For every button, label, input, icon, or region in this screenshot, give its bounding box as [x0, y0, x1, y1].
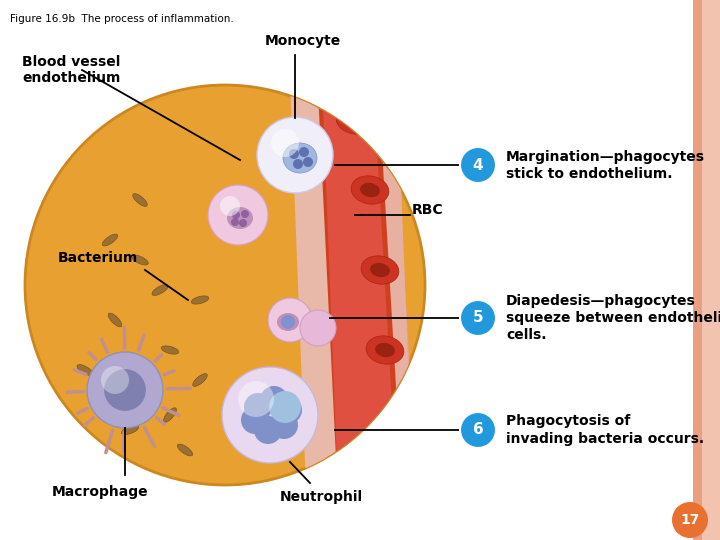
Ellipse shape [375, 343, 395, 357]
Ellipse shape [132, 255, 148, 265]
Ellipse shape [108, 313, 122, 327]
Ellipse shape [102, 234, 117, 246]
Polygon shape [320, 30, 400, 540]
Ellipse shape [351, 176, 389, 204]
Text: 5: 5 [473, 310, 483, 326]
Circle shape [208, 185, 268, 245]
Ellipse shape [193, 374, 207, 387]
Circle shape [254, 416, 282, 444]
Circle shape [257, 117, 333, 193]
Ellipse shape [285, 314, 315, 326]
Bar [693, 0, 702, 540]
Text: Diapedesis—phagocytes: Diapedesis—phagocytes [506, 294, 696, 308]
Circle shape [101, 366, 129, 394]
Text: Blood vessel
endothelium: Blood vessel endothelium [22, 55, 120, 85]
Ellipse shape [380, 423, 400, 437]
Polygon shape [290, 30, 420, 540]
Circle shape [104, 369, 146, 411]
Ellipse shape [336, 106, 374, 134]
Circle shape [239, 219, 247, 227]
Text: Monocyte: Monocyte [265, 34, 341, 48]
Circle shape [232, 211, 240, 219]
Text: Bacterium: Bacterium [58, 251, 138, 265]
Circle shape [293, 159, 303, 169]
Circle shape [460, 300, 496, 336]
Ellipse shape [122, 426, 138, 435]
Circle shape [299, 147, 309, 157]
Text: 4: 4 [473, 158, 483, 172]
Polygon shape [375, 30, 415, 540]
Text: Figure 16.9b  The process of inflammation.: Figure 16.9b The process of inflammation… [10, 14, 234, 24]
Ellipse shape [161, 346, 179, 354]
Text: squeeze between endothelial: squeeze between endothelial [506, 311, 720, 325]
Ellipse shape [132, 194, 148, 206]
Text: invading bacteria occurs.: invading bacteria occurs. [506, 431, 704, 446]
Circle shape [460, 412, 496, 448]
Text: 17: 17 [680, 513, 700, 527]
Circle shape [672, 502, 708, 538]
Circle shape [244, 393, 272, 421]
Circle shape [220, 196, 240, 216]
Circle shape [289, 149, 299, 159]
Ellipse shape [366, 336, 404, 364]
Text: cells.: cells. [506, 328, 546, 342]
Text: Neutrophil: Neutrophil [280, 490, 363, 504]
Text: stick to endothelium.: stick to endothelium. [506, 166, 672, 180]
Ellipse shape [370, 263, 390, 277]
Text: Phagocytosis of: Phagocytosis of [506, 415, 630, 429]
Text: 6: 6 [472, 422, 483, 437]
Ellipse shape [192, 296, 209, 304]
Ellipse shape [361, 256, 399, 284]
Circle shape [300, 310, 336, 346]
Circle shape [460, 147, 496, 183]
Circle shape [274, 396, 302, 424]
Text: Margination—phagocytes: Margination—phagocytes [506, 150, 705, 164]
Ellipse shape [376, 476, 414, 504]
Ellipse shape [177, 444, 193, 456]
Ellipse shape [360, 183, 380, 197]
Circle shape [268, 298, 312, 342]
Ellipse shape [345, 113, 365, 127]
Circle shape [271, 129, 299, 157]
Circle shape [238, 381, 274, 417]
Polygon shape [310, 30, 410, 540]
Circle shape [260, 386, 288, 414]
Circle shape [269, 391, 301, 423]
Ellipse shape [152, 285, 168, 295]
Circle shape [231, 218, 239, 226]
Circle shape [281, 315, 295, 329]
Ellipse shape [227, 207, 253, 229]
Text: RBC: RBC [412, 203, 444, 217]
Ellipse shape [385, 483, 405, 497]
Ellipse shape [371, 416, 409, 444]
Circle shape [270, 411, 298, 439]
Ellipse shape [163, 408, 176, 422]
Text: Macrophage: Macrophage [52, 485, 148, 499]
Circle shape [87, 352, 163, 428]
Polygon shape [288, 30, 340, 540]
Circle shape [241, 210, 249, 218]
Ellipse shape [77, 364, 93, 375]
Circle shape [241, 406, 269, 434]
Bar [700, 0, 720, 540]
Circle shape [303, 157, 313, 167]
Circle shape [222, 367, 318, 463]
Ellipse shape [277, 313, 299, 331]
Ellipse shape [283, 143, 317, 173]
Circle shape [25, 85, 425, 485]
